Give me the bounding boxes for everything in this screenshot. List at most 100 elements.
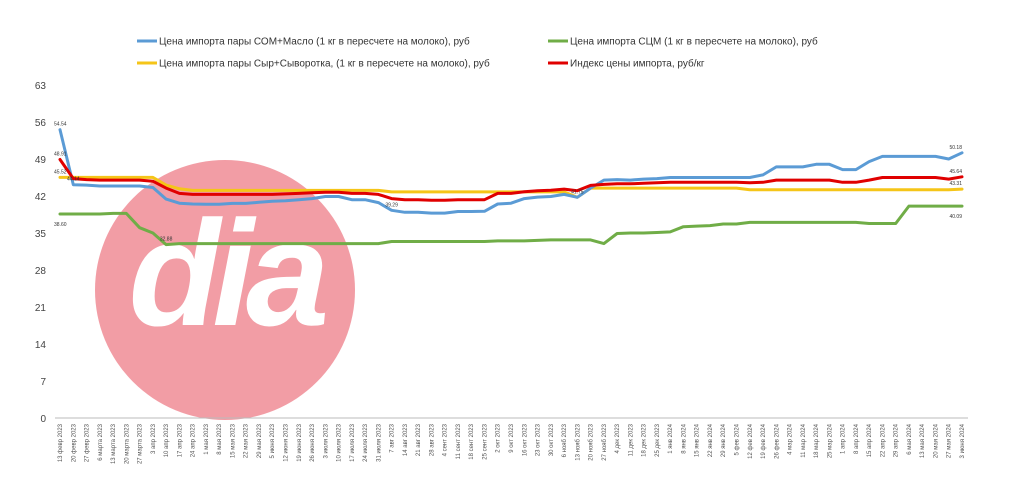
x-tick-label: 18 дек 2023 <box>642 423 648 456</box>
legend-label-2: Цена импорта пары Сыр+Сыворотка, (1 кг в… <box>159 58 490 70</box>
data-label: 32.88 <box>160 237 173 243</box>
x-tick-label: 5 фев 2024 <box>735 423 741 455</box>
x-tick-label: 27 нояб 2023 <box>602 423 608 460</box>
series-line-0 <box>58 128 964 215</box>
x-tick-label: 13 февр 2023 <box>58 423 64 462</box>
y-tick-label: 56 <box>35 118 47 129</box>
x-tick-label: 19 фев 2024 <box>761 423 767 458</box>
x-tick-label: 15 мая 2023 <box>230 423 236 458</box>
x-tick-label: 17 апр 2023 <box>177 423 183 457</box>
x-tick-label: 12 июня 2023 <box>284 423 290 461</box>
x-tick-label: 24 июля 2023 <box>363 423 369 461</box>
x-tick-label: 27 февр 2023 <box>85 423 91 462</box>
series-line-3 <box>58 158 964 202</box>
x-tick-label: 13 мая 2024 <box>920 423 926 458</box>
y-tick-label: 63 <box>35 81 47 92</box>
x-tick-label: 25 мар 2024 <box>827 423 833 458</box>
data-label: 45.64 <box>949 169 962 175</box>
y-tick-label: 0 <box>40 414 46 425</box>
y-tick-label: 42 <box>35 192 47 203</box>
x-tick-label: 17 июля 2023 <box>350 423 356 461</box>
chart-legend: Цена импорта пары СОМ+Масло (1 кг в пере… <box>137 36 818 70</box>
x-tick-label: 25 дек 2023 <box>655 423 661 456</box>
x-tick-label: 1 мая 2023 <box>204 423 210 454</box>
x-tick-label: 29 апр 2024 <box>894 423 900 457</box>
watermark-text: dia <box>129 189 326 357</box>
x-tick-label: 20 мая 2024 <box>933 423 939 458</box>
x-tick-label: 14 авг 2023 <box>403 423 409 456</box>
x-tick-label: 4 сент 2023 <box>443 423 449 456</box>
y-tick-label: 49 <box>35 155 47 166</box>
x-tick-label: 26 фев 2024 <box>774 423 780 458</box>
x-tick-label: 19 июня 2023 <box>297 423 303 461</box>
x-tick-label: 21 авг 2023 <box>416 423 422 456</box>
x-tick-label: 15 апр 2024 <box>867 423 873 457</box>
x-tick-label: 25 сент 2023 <box>482 423 488 459</box>
data-label: 43.31 <box>949 181 962 187</box>
x-tick-label: 30 окт 2023 <box>549 423 555 456</box>
series-line-1 <box>58 204 964 247</box>
x-tick-label: 18 сент 2023 <box>469 423 475 459</box>
y-tick-label: 7 <box>40 377 46 388</box>
x-tick-label: 13 марта 2023 <box>111 423 117 464</box>
legend-label-3: Индекс цены импорта, руб/кг <box>570 58 705 70</box>
x-tick-label: 12 фев 2024 <box>748 423 754 458</box>
x-tick-label: 3 июня 2024 <box>960 423 966 458</box>
x-tick-label: 26 июня 2023 <box>310 423 316 461</box>
x-tick-label: 10 июля 2023 <box>337 423 343 461</box>
x-tick-label: 9 окт 2023 <box>509 423 515 452</box>
x-tick-label: 5 июня 2023 <box>270 423 276 458</box>
dia-watermark-logo: dia <box>95 160 355 420</box>
x-tick-label: 2 окт 2023 <box>496 423 502 452</box>
x-tick-label: 11 мар 2024 <box>801 423 807 457</box>
x-tick-label: 11 сент 2023 <box>456 423 462 459</box>
y-tick-label: 14 <box>35 340 47 351</box>
x-tick-label: 6 мая 2024 <box>907 423 913 454</box>
x-tick-label: 29 янв 2024 <box>721 423 727 457</box>
x-tick-label: 20 марта 2023 <box>124 423 130 464</box>
x-tick-label: 6 марта 2023 <box>98 423 104 460</box>
x-tick-label: 28 авг 2023 <box>429 423 435 456</box>
y-tick-label: 35 <box>35 229 47 240</box>
data-label: 54.54 <box>54 122 67 128</box>
x-tick-label: 7 авг 2023 <box>390 423 396 452</box>
x-tick-label: 4 дек 2023 <box>615 423 621 453</box>
x-tick-label: 27 мая 2024 <box>947 423 953 458</box>
data-label: 41.75 <box>571 189 584 195</box>
x-tick-label: 8 мая 2023 <box>217 423 223 454</box>
x-tick-label: 4 мар 2024 <box>788 423 794 454</box>
data-label: 50.18 <box>949 145 962 151</box>
data-label: 44.14 <box>67 177 80 183</box>
data-label: 40.09 <box>949 214 962 220</box>
x-tick-label: 16 окт 2023 <box>522 423 528 456</box>
y-axis: 0 7 14 21 28 35 42 49 56 63 <box>35 81 47 425</box>
legend-label-0: Цена импорта пары СОМ+Масло (1 кг в пере… <box>159 36 470 48</box>
data-label: 45.52 <box>54 169 67 175</box>
x-tick-label: 15 янв 2024 <box>695 423 701 457</box>
x-axis: 13 февр 2023 20 февр 2023 27 февр 2023 6 ма… <box>58 423 966 464</box>
x-tick-label: 23 окт 2023 <box>536 423 542 456</box>
x-tick-label: 31 июля 2023 <box>376 423 382 461</box>
data-label: 48.91 <box>54 151 67 157</box>
legend-label-1: Цена импорта СЦМ (1 кг в пересчете на мо… <box>570 36 818 48</box>
x-tick-label: 10 апр 2023 <box>164 423 170 457</box>
data-label: 39.29 <box>385 202 398 208</box>
x-tick-label: 24 апр 2023 <box>191 423 197 457</box>
x-tick-label: 27 марта 2023 <box>138 423 144 464</box>
x-tick-label: 20 нояб 2023 <box>589 423 595 460</box>
y-tick-label: 28 <box>35 266 47 277</box>
x-tick-label: 3 июля 2023 <box>323 423 329 458</box>
x-tick-label: 1 янв 2024 <box>668 423 674 453</box>
x-tick-label: 1 апр 2024 <box>841 423 847 454</box>
data-label: 38.60 <box>54 222 67 228</box>
x-tick-label: 22 янв 2024 <box>708 423 714 457</box>
watermark-circle <box>95 160 355 420</box>
data-labels-layer: 54.54 50.18 38.60 32.88 40.09 45.52 41.75 43.31… <box>54 122 962 243</box>
y-tick-label: 21 <box>35 303 47 314</box>
x-tick-label: 11 дек 2023 <box>628 423 634 456</box>
x-tick-label: 22 апр 2024 <box>880 423 886 457</box>
x-tick-label: 29 мая 2023 <box>257 423 263 458</box>
x-tick-label: 8 апр 2024 <box>854 423 860 454</box>
x-tick-label: 3 апр 2023 <box>151 423 157 454</box>
